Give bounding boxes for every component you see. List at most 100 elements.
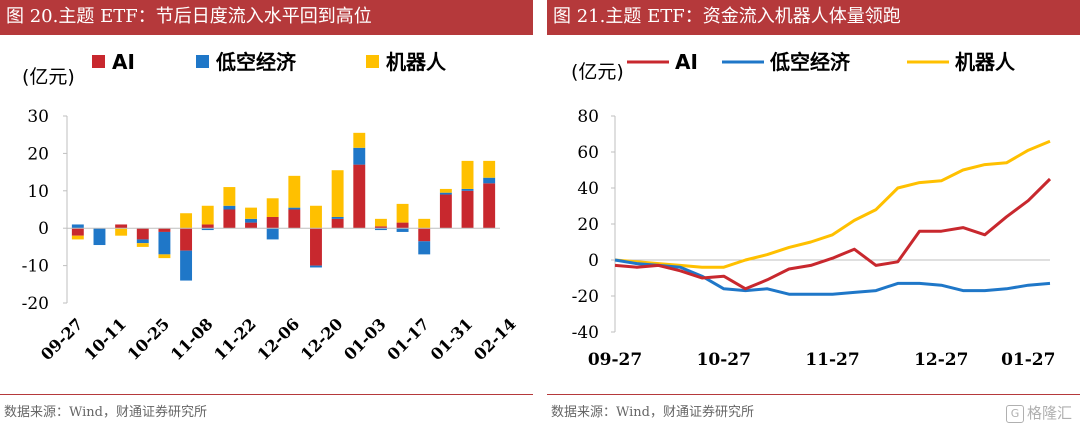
bar-low-altitude [374,228,387,231]
right-chart-title: 图 21.主题 ETF：资金流入机器人体量领跑 [547,0,1080,33]
x-tick-label: 01-27 [1001,350,1055,370]
bar-low-altitude [483,177,496,184]
x-tick-label: 01-31 [427,314,477,364]
bar-ai [310,228,322,266]
bar-robot [180,213,193,229]
bar-ai [483,183,496,229]
left-source-rule [0,394,533,395]
y-tick-label: 0 [38,219,49,239]
left-source-note: 数据来源：Wind，财通证券研究所 [4,405,207,420]
y-tick-label: -20 [22,294,49,314]
bar-robot [136,243,149,247]
bar-low-altitude [266,228,279,240]
bar-low-altitude [93,228,106,246]
bar-ai [288,209,301,229]
bar-robot [71,235,84,240]
left-title-rule [0,33,533,35]
bar-ai [331,218,344,229]
y-tick-label: 20 [27,144,49,164]
bar-low-altitude [331,216,344,219]
bar-ai [418,228,431,242]
bar-low-altitude [310,265,322,268]
bar-robot [223,187,236,206]
y-unit-label: (亿元) [22,66,75,88]
bar-robot [439,188,452,193]
bar-low-altitude [136,239,149,244]
y-tick-label: 10 [27,182,49,202]
y-tick-label: 80 [577,107,599,127]
legend-label-2: 机器人 [955,50,1016,74]
bar-robot [115,228,128,236]
legend-swatch-1 [196,55,209,68]
bar-low-altitude [461,188,474,191]
x-tick-label: 02-14 [470,314,520,364]
bar-ai [180,228,193,251]
bar-low-altitude [223,205,236,210]
series-line-low-altitude [614,258,1051,296]
bar-robot [374,218,387,227]
x-tick-label: 12-06 [254,314,304,364]
bar-ai [266,216,279,229]
bar-low-altitude [158,231,171,255]
x-tick-label: 10-25 [124,314,174,364]
y-tick-label: -20 [572,287,599,307]
bar-low-altitude [201,228,214,231]
y-tick-label: -10 [22,257,49,277]
bar-ai [223,209,236,229]
bar-ai [136,228,149,240]
left-chart-title: 图 20.主题 ETF：节后日度流入水平回到高位 [0,0,533,33]
bar-ai [461,190,474,229]
bar-low-altitude [396,228,409,232]
bar-low-altitude [439,192,452,195]
bar-robot [158,254,171,259]
bar-ai [201,224,214,229]
bar-robot [331,170,344,217]
bar-robot [461,160,474,189]
legend-swatch-2 [366,55,379,68]
bar-robot [483,160,496,178]
bar-robot [310,205,322,229]
x-tick-label: 11-22 [210,314,260,364]
right-source-note: 数据来源：Wind，财通证券研究所 [551,405,754,420]
bar-ai [71,228,84,236]
bar-robot [245,207,257,219]
bar-ai [158,228,171,232]
right-title-rule [547,33,1080,35]
y-tick-label: 20 [577,215,599,235]
legend-label-1: 低空经济 [215,50,297,74]
left-chart-panel: 图 20.主题 ETF：节后日度流入水平回到高位 (亿元) AI 低空经济 机器人 -2… [0,0,533,434]
x-tick-label: 09-27 [37,314,87,364]
series-line-ai [614,177,1052,291]
bar-ai [396,222,409,229]
watermark-logo-icon: G [1005,404,1024,423]
right-source-rule [547,394,1080,395]
bar-ai [115,224,128,229]
bar-robot [353,132,366,148]
legend-label-0: AI [675,50,698,74]
x-tick-label: 10-11 [80,314,130,364]
right-chart-panel: 图 21.主题 ETF：资金流入机器人体量领跑 (亿元) AI 低空经济 机器人 -40… [547,0,1080,434]
legend-swatch-0 [92,55,105,68]
y-tick-label: 30 [27,107,49,127]
watermark-text: 格隆汇 [1026,404,1072,422]
bar-robot [418,218,431,229]
bar-robot [288,175,301,208]
bar-low-altitude [288,207,301,210]
left-bar-chart: (亿元) AI 低空经济 机器人 -20 -10 0 10 20 30 09-2710-1110-2… [22,50,520,364]
bar-ai [374,226,387,229]
series-line-robot [614,139,1051,269]
x-tick-label: 01-17 [383,314,433,364]
y-unit-label: (亿元) [571,61,624,83]
legend-label-1: 低空经济 [769,50,851,74]
y-tick-label: 60 [577,143,599,163]
x-tick-label: 10-27 [697,350,751,370]
bar-ai [353,164,366,229]
x-tick-label: 11-08 [167,314,217,364]
legend-label-2: 机器人 [386,50,447,74]
right-line-chart: (亿元) AI 低空经济 机器人 -40 -20 0 20 40 60 80 09-27 10-27 11… [571,50,1055,370]
bar-robot [396,203,409,223]
x-tick-label: 09-27 [588,350,642,370]
bar-low-altitude [71,224,84,229]
bar-robot [201,205,214,225]
bar-ai [245,222,257,229]
